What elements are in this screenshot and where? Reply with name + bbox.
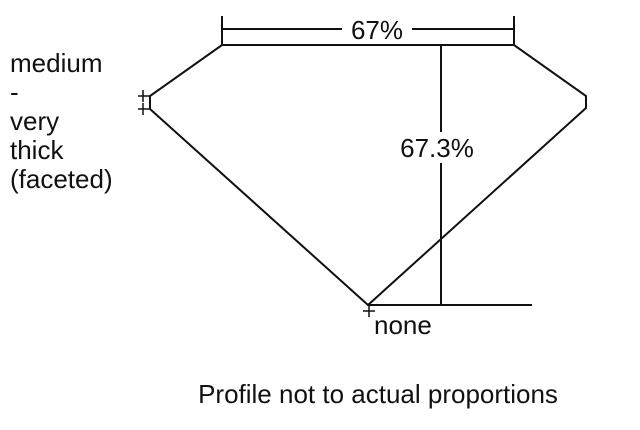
gem-outline	[149, 44, 587, 307]
girdle-label-line: medium	[10, 48, 103, 78]
girdle-marker-icon	[138, 90, 150, 115]
culet-marker-icon	[363, 305, 375, 317]
girdle-label-line: -	[10, 77, 19, 107]
girdle-label-line: thick	[10, 135, 64, 165]
girdle-label-line: very	[10, 106, 60, 136]
girdle-label-line: (faceted)	[10, 164, 113, 194]
girdle-label: medium - very thick (faceted)	[10, 49, 113, 194]
culet-label: none	[374, 310, 432, 340]
depth-label: 67.3%	[400, 133, 474, 163]
proportions-note: Profile not to actual proportions	[198, 379, 558, 409]
table-label: 67%	[351, 15, 403, 45]
